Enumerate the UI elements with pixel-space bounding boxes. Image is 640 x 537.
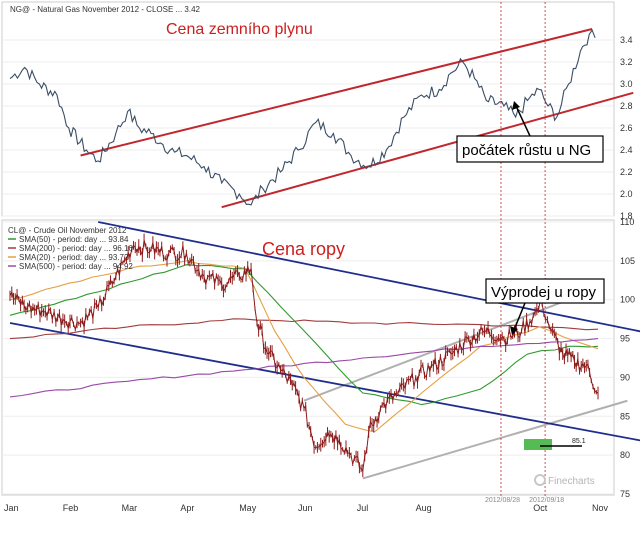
watermark: Finecharts [534,474,595,487]
oil-legend-entry: SMA(500) - period: day ... 94.92 [19,262,133,271]
oil-y-tick-label: 80 [620,450,630,460]
x-tick-label: Nov [592,503,609,513]
x-tick-label: Jul [357,503,369,513]
oil-sma-line-2 [9,260,599,433]
oil-legend-entry: SMA(50) - period: day ... 93.84 [19,235,129,244]
oil-annotation-arrowhead [510,326,518,335]
ng-trend-line-upper [80,28,593,157]
ng-y-tick-label: 3.0 [620,79,633,89]
oil-legend-entry: SMA(200) - period: day ... 96.16 [19,244,133,253]
oil-panel-frame [1,219,615,496]
oil-legend-entry: SMA(20) - period: day ... 93.72 [19,253,129,262]
x-tick-label: Mar [122,503,138,513]
ng-trend-channel [80,28,634,209]
ng-trend-line-lower [221,91,634,209]
oil-y-tick-label: 95 [620,334,630,344]
ng-y-tick-label: 2.2 [620,167,633,177]
oil-annotation-box [485,278,605,304]
watermark-text: Finecharts [548,476,595,487]
oil-chart-title: Cena ropy [262,239,345,259]
ng-y-tick-label: 3.4 [620,35,633,45]
oil-legend-title: CL@ - Crude Oil November 2012 [8,226,127,235]
vline-labels: 2012/08/28 2012/09/18 [485,497,564,504]
oil-y-tick-label: 100 [620,295,635,305]
x-tick-label: May [239,503,257,513]
oil-gray-trend-lower [362,399,628,480]
oil-price-line [9,240,599,472]
oil-price-marker-box [524,439,552,450]
x-tick-label: Feb [63,503,79,513]
oil-annotation: Výprodej u ropy [485,278,605,335]
ng-y-tick-label: 2.6 [620,123,633,133]
oil-sma-line-1 [9,318,599,340]
oil-y-axis: 75 80 85 90 95 100 105 110 [620,217,635,499]
oil-price-marker: 85.1 [524,438,586,450]
ng-annotation: počátek růstu u NG [456,101,604,163]
x-tick-label: Apr [180,503,194,513]
ng-annotation-box [456,135,604,163]
ng-y-tick-label: 1.8 [620,211,633,221]
oil-blue-trend-upper [98,221,640,333]
oil-y-tick-label: 90 [620,372,630,382]
vline-date-label: 2012/08/28 [485,497,520,504]
ng-y-tick-label: 2.8 [620,101,633,111]
oil-legend: CL@ - Crude Oil November 2012 SMA(50) - … [8,226,133,271]
x-tick-label: Aug [416,503,432,513]
oil-price-series [9,233,599,478]
ng-chart-title: Cena zemního plynu [166,21,313,38]
ng-price-series [9,28,596,206]
oil-sma-line-0 [9,264,599,406]
x-axis: Jan Feb Mar Apr May Jun Jul Aug Oct Nov [4,503,609,513]
ng-y-tick-label: 2.4 [620,145,633,155]
oil-annotation-arrow [513,302,526,331]
ng-annotation-label: počátek růstu u NG [462,142,591,159]
x-tick-label: Oct [533,503,548,513]
ng-legend-title: NG@ - Natural Gas November 2012 - CLOSE … [10,5,201,14]
ng-y-axis: 1.8 2.0 2.2 2.4 2.6 2.8 3.0 3.2 3.4 [620,35,633,221]
oil-blue-trend-lower [9,322,640,442]
oil-price-marker-label: 85.1 [572,438,586,445]
oil-y-tick-label: 85 [620,411,630,421]
oil-y-tick-label: 110 [620,217,634,227]
x-tick-label: Jun [298,503,313,513]
ng-annotation-arrowhead [512,101,520,110]
ng-y-tick-label: 3.2 [620,57,633,67]
ng-y-tick-label: 2.0 [620,189,633,199]
ng-price-line [9,28,596,206]
oil-annotation-label: Výprodej u ropy [491,284,597,301]
x-tick-label: Jan [4,503,19,513]
watermark-logo-icon [534,474,546,486]
ng-annotation-arrow [515,105,531,137]
vline-date-label: 2012/09/18 [529,497,564,504]
oil-y-tick-label: 105 [620,256,635,266]
oil-y-tick-label: 75 [620,489,630,499]
